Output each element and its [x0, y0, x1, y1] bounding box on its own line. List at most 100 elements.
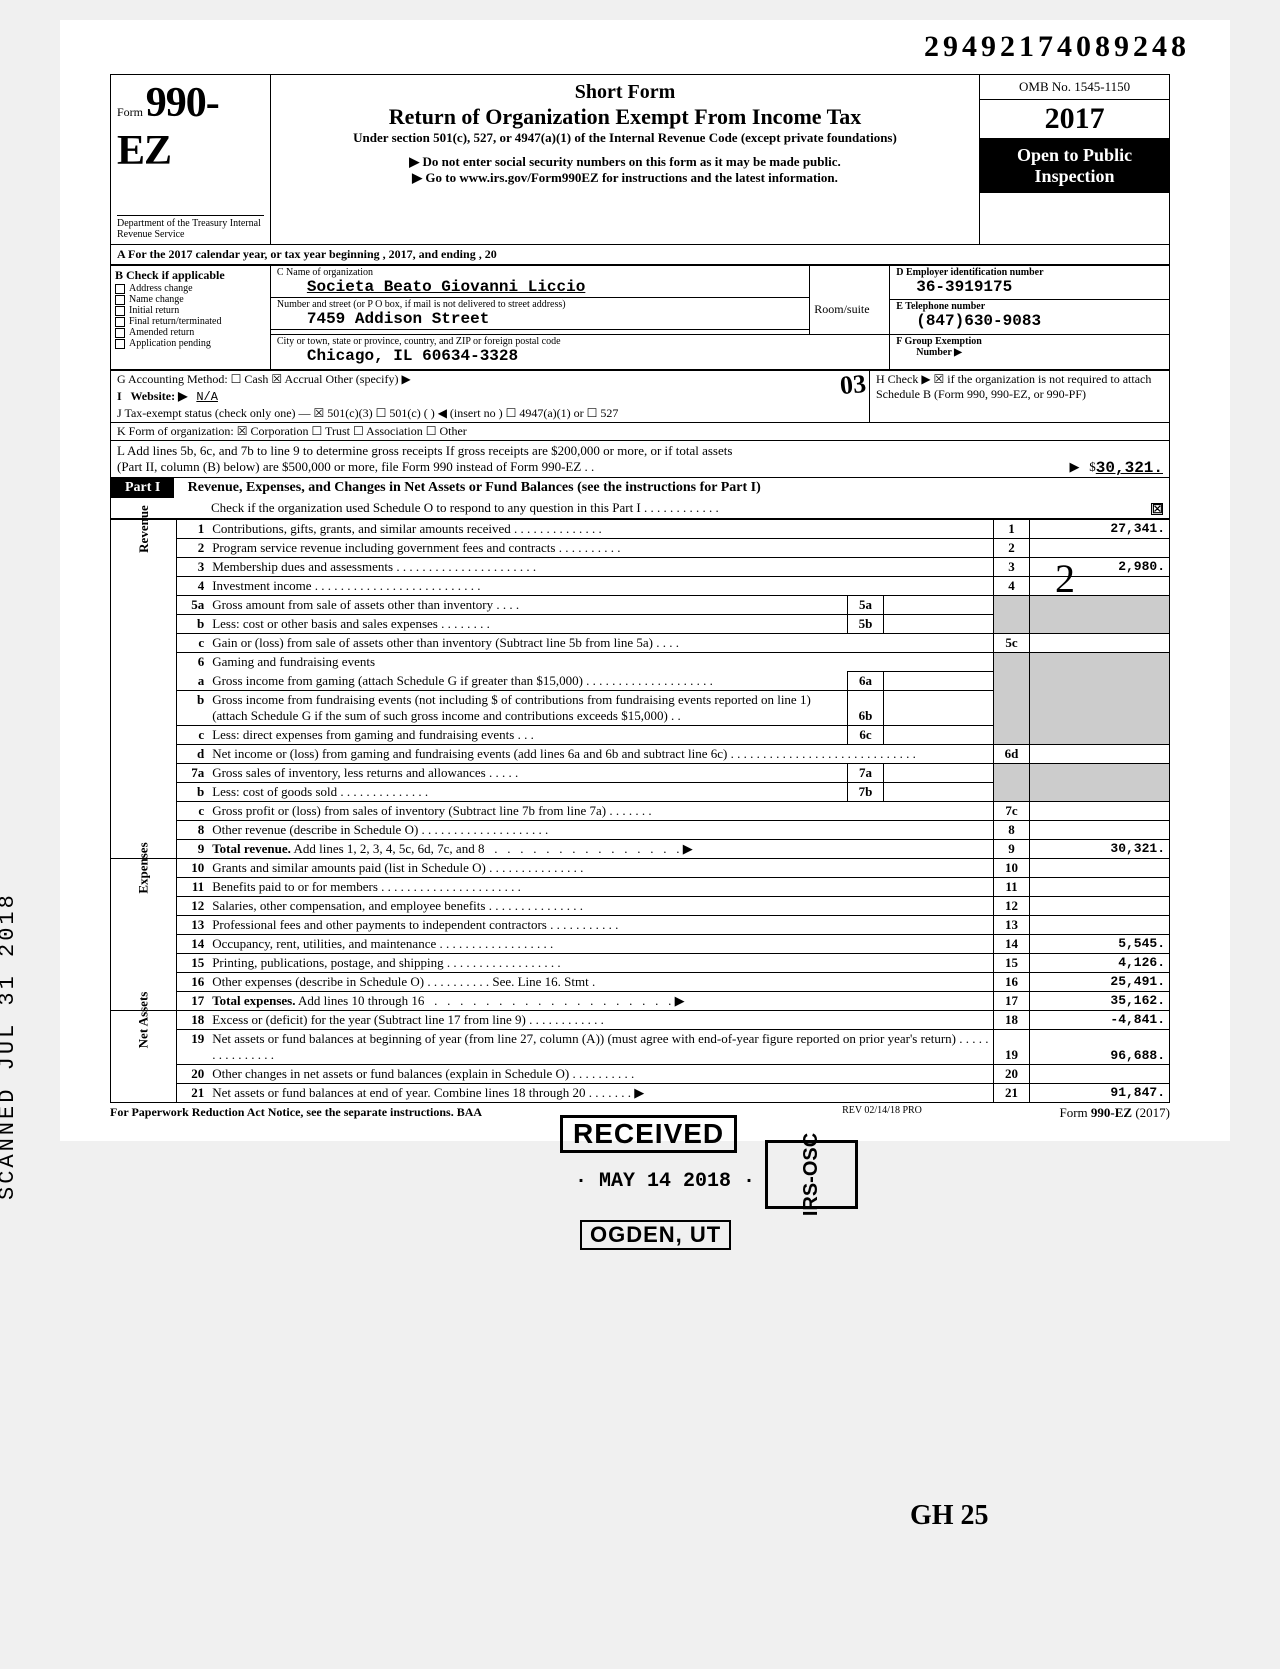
line-20-val [1030, 1065, 1170, 1084]
ck-address-change[interactable]: Address change [115, 283, 266, 294]
open-inspection: Open to PublicInspection [980, 139, 1169, 193]
line-21-desc: Net assets or fund balances at end of ye… [208, 1084, 993, 1103]
part1-header: Part I Revenue, Expenses, and Changes in… [110, 478, 1170, 498]
title-return: Return of Organization Exempt From Incom… [281, 104, 969, 130]
line-3-val: 2,980. [1030, 558, 1170, 577]
box-e-label: E Telephone number [896, 301, 1163, 312]
form-header: Form 990-EZ Department of the Treasury I… [110, 74, 1170, 245]
line-2-desc: Program service revenue including govern… [208, 539, 993, 558]
line-8-desc: Other revenue (describe in Schedule O) .… [208, 821, 993, 840]
title-short-form: Short Form [281, 81, 969, 104]
line-18-desc: Excess or (deficit) for the year (Subtra… [208, 1011, 993, 1030]
title-ssn-warning: ▶ Do not enter social security numbers o… [281, 154, 969, 170]
line-16-val: 25,491. [1030, 973, 1170, 992]
row-j: J Tax-exempt status (check only one) — ☒… [111, 405, 870, 423]
line-6d-desc: Net income or (loss) from gaming and fun… [208, 745, 993, 764]
line-10-val [1030, 859, 1170, 878]
line-17-val: 35,162. [1030, 992, 1170, 1011]
form-number: 990-EZ [117, 80, 219, 174]
line-15-desc: Printing, publications, postage, and shi… [208, 954, 993, 973]
row-a-calendar-year: A For the 2017 calendar year, or tax yea… [110, 245, 1170, 265]
org-street: 7459 Addison Street [277, 310, 803, 328]
side-net-assets: Net Assets [135, 992, 151, 1049]
ck-name-change[interactable]: Name change [115, 294, 266, 305]
org-name: Societa Beato Giovanni Liccio [277, 278, 803, 296]
part1-title: Revenue, Expenses, and Changes in Net As… [178, 480, 761, 496]
part1-tab: Part I [111, 478, 174, 498]
row-i: I Website: ▶ N/A [111, 388, 870, 405]
line-5b-desc: Less: cost or other basis and sales expe… [208, 615, 847, 634]
ogden-stamp: OGDEN, UT [580, 1220, 731, 1250]
line-7c-val [1030, 802, 1170, 821]
line-3-desc: Membership dues and assessments . . . . … [208, 558, 993, 577]
page-footer: For Paperwork Reduction Act Notice, see … [110, 1103, 1170, 1105]
line-4-val [1030, 577, 1170, 596]
side-expenses: Expenses [135, 842, 151, 893]
line-5a-desc: Gross amount from sale of assets other t… [208, 596, 847, 615]
handwriting-bottom: GH 25 [910, 1500, 989, 1532]
title-under: Under section 501(c), 527, or 4947(a)(1)… [281, 130, 969, 146]
row-l: L Add lines 5b, 6c, and 7b to line 9 to … [110, 440, 1170, 478]
line-19-desc: Net assets or fund balances at beginning… [208, 1030, 993, 1065]
line-7c-desc: Gross profit or (loss) from sales of inv… [208, 802, 993, 821]
ghi-block: G Accounting Method: ☐ Cash ☒ Accrual Ot… [110, 370, 1170, 440]
line-14-val: 5,545. [1030, 935, 1170, 954]
line-1-desc: Contributions, gifts, grants, and simila… [208, 520, 993, 539]
line-5c-val [1030, 634, 1170, 653]
line-11-desc: Benefits paid to or for members . . . . … [208, 878, 993, 897]
line-6b-desc: Gross income from fundraising events (no… [208, 691, 847, 726]
scanned-stamp: SCANNED JUL 31 2018 [0, 892, 20, 1200]
part1-table: Revenue 1Contributions, gifts, grants, a… [110, 519, 1170, 1103]
dept-label: Department of the Treasury Internal Reve… [117, 215, 264, 240]
tax-year: 2017 [980, 100, 1169, 139]
line-20-desc: Other changes in net assets or fund bala… [208, 1065, 993, 1084]
ck-final-return[interactable]: Final return/terminated [115, 316, 266, 327]
line-4-desc: Investment income . . . . . . . . . . . … [208, 577, 993, 596]
line-5c-desc: Gain or (loss) from sale of assets other… [208, 634, 993, 653]
line-16-desc: Other expenses (describe in Schedule O) … [208, 973, 993, 992]
omb-number: OMB No. 1545-1150 [980, 75, 1169, 100]
line-7b-desc: Less: cost of goods sold . . . . . . . .… [208, 783, 847, 802]
line-1-val: 27,341. [1030, 520, 1170, 539]
title-goto: ▶ Go to www.irs.gov/Form990EZ for instru… [281, 170, 969, 186]
part1-ck-icon[interactable]: ☒ [1151, 503, 1163, 515]
footer-paperwork: For Paperwork Reduction Act Notice, see … [110, 1105, 482, 1120]
row-h: H Check ▶ ☒ if the organization is not r… [870, 371, 1170, 423]
room-suite-label: Room/suite [814, 302, 885, 317]
ein: 36-3919175 [896, 278, 1163, 296]
line-15-val: 4,126. [1030, 954, 1170, 973]
footer-formref: Form 990-EZ (2017) [1059, 1105, 1170, 1121]
line-18-val: -4,841. [1030, 1011, 1170, 1030]
line-7a-desc: Gross sales of inventory, less returns a… [208, 764, 847, 783]
box-f-label: F Group Exemption [896, 336, 1163, 347]
handwriting-margin-2: 2 [1055, 555, 1075, 602]
line-21-val: 91,847. [1030, 1084, 1170, 1103]
line-2-val [1030, 539, 1170, 558]
line-8-val [1030, 821, 1170, 840]
line-13-val [1030, 916, 1170, 935]
line-11-val [1030, 878, 1170, 897]
ck-initial-return[interactable]: Initial return [115, 305, 266, 316]
received-stamp: RECEIVED [560, 1115, 737, 1153]
line-13-desc: Professional fees and other payments to … [208, 916, 993, 935]
header-info-block: B Check if applicable Address change Nam… [110, 265, 1170, 370]
box-c-name-label: C Name of organization [277, 267, 803, 278]
box-b-header: B Check if applicable [115, 268, 225, 282]
ck-amended-return[interactable]: Amended return [115, 327, 266, 338]
row-k: K Form of organization: ☒ Corporation ☐ … [111, 423, 1170, 441]
box-c-city-label: City or town, state or province, country… [277, 336, 883, 347]
org-city: Chicago, IL 60634-3328 [277, 347, 883, 365]
ck-application-pending[interactable]: Application pending [115, 338, 266, 349]
side-revenue: Revenue [135, 505, 151, 553]
line-12-val [1030, 897, 1170, 916]
row-g: G Accounting Method: ☐ Cash ☒ Accrual Ot… [111, 371, 870, 389]
box-c-street-label: Number and street (or P O box, if mail i… [277, 299, 803, 310]
line-19-val: 96,688. [1030, 1030, 1170, 1065]
line-12-desc: Salaries, other compensation, and employ… [208, 897, 993, 916]
part1-schedule-o-check: Check if the organization used Schedule … [110, 498, 1170, 519]
phone: (847)630-9083 [896, 312, 1163, 330]
irs-osc-stamp: IRS-OSC [765, 1140, 858, 1209]
line-6c-desc: Less: direct expenses from gaming and fu… [208, 726, 847, 745]
line-6-desc: Gaming and fundraising events [208, 653, 993, 672]
gross-receipts-amount: 30,321. [1096, 459, 1163, 477]
